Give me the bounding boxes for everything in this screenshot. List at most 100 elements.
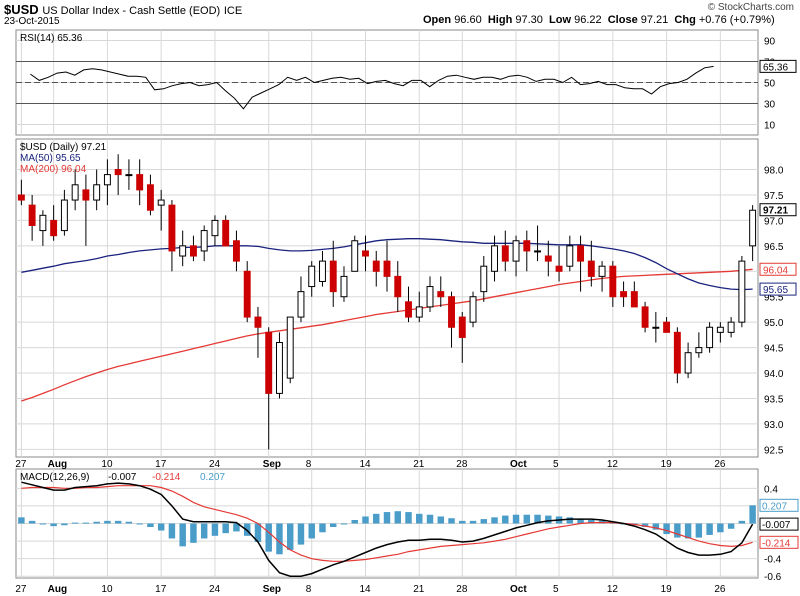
- macd-histogram-bar: [136, 523, 143, 525]
- macd-x-tick-label: Aug: [48, 584, 67, 595]
- macd-histogram-bar: [125, 521, 133, 524]
- macd-histogram-bar: [200, 523, 208, 539]
- macd-histogram-bar: [308, 523, 315, 539]
- macd-histogram-bar: [50, 523, 57, 527]
- macd-histogram-bar: [233, 523, 240, 532]
- macd-x-tick-label: 19: [661, 584, 673, 595]
- candle-body: [673, 331, 681, 374]
- macd-histogram-bar: [437, 516, 444, 524]
- price-x-tick-label: 8: [306, 459, 312, 470]
- macd-histogram-bar: [534, 514, 541, 524]
- candle-body: [222, 219, 230, 247]
- macd-histogram-bar: [684, 523, 692, 539]
- candle-body: [458, 316, 466, 338]
- candle-body: [598, 265, 606, 277]
- macd-histogram-bar: [297, 523, 305, 545]
- macd-histogram-bar: [545, 515, 552, 524]
- candle-body: [491, 245, 498, 272]
- macd-histogram-bar: [168, 523, 176, 539]
- macd-histogram-bar: [61, 523, 68, 526]
- macd-histogram-bar: [598, 520, 606, 524]
- macd-x-tick-label: 8: [306, 584, 312, 595]
- macd-legend-value: 0.207: [200, 472, 225, 483]
- candle-body: [448, 296, 455, 328]
- low-label: Low: [549, 14, 572, 26]
- symbol: $USD: [4, 2, 39, 17]
- candle-body: [663, 321, 671, 333]
- candle-body: [308, 265, 316, 288]
- price-x-tick-label: 28: [456, 459, 468, 470]
- candle-body: [738, 260, 746, 323]
- macd-histogram-bar: [211, 523, 219, 536]
- price-last-value: 97.21: [763, 206, 788, 217]
- candle-body: [28, 204, 36, 226]
- macd-histogram-bar: [695, 523, 703, 538]
- price-legend-ma50: MA(50) 95.65: [20, 153, 81, 164]
- candle-body: [426, 286, 434, 308]
- candle-body: [512, 240, 520, 262]
- macd-signal-line: [21, 485, 753, 562]
- price-last-value-box: [759, 203, 797, 217]
- candle-body: [415, 306, 423, 318]
- macd-histogram-bar: [405, 512, 412, 524]
- price-last-value: 95.65: [763, 285, 788, 296]
- candle-body: [383, 260, 391, 277]
- macd-legend-value: -0.214: [152, 472, 181, 483]
- macd-histogram-bar: [147, 523, 154, 528]
- price-tick-label: 94.5: [764, 344, 784, 355]
- macd-last-value-box: [759, 517, 799, 531]
- candle-body: [82, 189, 90, 201]
- candle-body: [114, 169, 122, 176]
- macd-histogram-bar: [555, 516, 563, 524]
- macd-histogram-bar: [469, 520, 477, 524]
- macd-histogram-bar: [609, 522, 617, 524]
- candle-body: [50, 219, 58, 237]
- macd-histogram-bar: [480, 519, 488, 524]
- candle-body: [749, 209, 757, 247]
- macd-x-tick-label: 21: [413, 584, 425, 595]
- candle-body: [534, 250, 542, 253]
- macd-histogram-bar: [351, 519, 358, 524]
- candle-body: [695, 347, 703, 354]
- macd-legend-value: -0.007: [108, 472, 137, 483]
- macd-histogram-bar: [18, 517, 25, 524]
- macd-histogram-bar: [179, 523, 186, 547]
- macd-histogram-bar: [577, 519, 584, 524]
- instrument-name: US Dollar Index - Cash Settle (EOD): [42, 5, 221, 17]
- macd-histogram-bar: [394, 511, 401, 524]
- price-x-tick-label: 5: [553, 459, 559, 470]
- exchange: ICE: [223, 5, 243, 17]
- macd-histogram-bar: [749, 505, 756, 524]
- price-tick-label: 95.0: [764, 318, 784, 329]
- macd-histogram-bar: [319, 523, 326, 533]
- candle-body: [232, 240, 240, 262]
- rsi-title: RSI(14) 65.36: [20, 33, 83, 44]
- macd-histogram-bar: [265, 523, 272, 552]
- quote-date: 23-Oct-2015: [4, 16, 60, 27]
- macd-histogram-bar: [641, 523, 649, 528]
- price-last-value-box: [759, 262, 797, 276]
- macd-x-tick-label: 5: [553, 584, 559, 595]
- macd-histogram-bar: [114, 520, 122, 524]
- ma200-line: [21, 268, 753, 402]
- macd-histogram-bar: [276, 523, 283, 555]
- price-tick-label: 95.5: [764, 293, 784, 304]
- candle-body: [340, 275, 348, 298]
- macd-last-value: -0.214: [762, 538, 791, 549]
- chg-value: +0.76 (+0.79%): [698, 14, 775, 26]
- price-tick-label: 92.5: [764, 445, 784, 456]
- brand-watermark: © StockCharts.com: [707, 2, 794, 13]
- candle-body: [211, 219, 219, 237]
- macd-histogram-bar: [566, 517, 574, 524]
- candle-body: [286, 316, 294, 379]
- price-x-tick-label: 14: [359, 459, 371, 470]
- price-legend-ma200: MA(200) 96.04: [20, 164, 87, 175]
- price-x-tick-label: 26: [714, 459, 726, 470]
- candle-body: [93, 184, 101, 201]
- macd-histogram-bar: [588, 519, 595, 524]
- macd-histogram-bar: [222, 523, 229, 534]
- macd-histogram-bar: [190, 523, 197, 543]
- macd-histogram-bar: [502, 515, 509, 524]
- candle-body: [544, 255, 552, 262]
- candle-body: [168, 204, 176, 252]
